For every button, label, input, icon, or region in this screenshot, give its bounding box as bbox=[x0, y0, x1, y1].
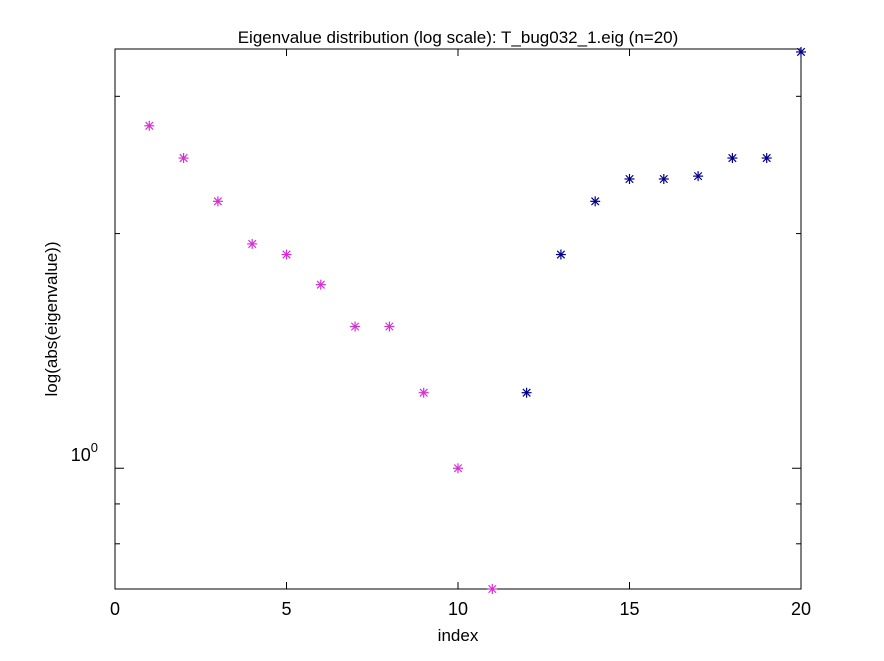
chart-title: Eigenvalue distribution (log scale): T_b… bbox=[238, 28, 679, 47]
y-axis-label: log(abs(eigenvalue)) bbox=[42, 242, 61, 397]
data-point bbox=[521, 387, 532, 398]
asterisk-stroke bbox=[796, 47, 806, 57]
data-point bbox=[693, 171, 704, 182]
asterisk-stroke bbox=[693, 171, 703, 181]
asterisk-stroke bbox=[659, 174, 668, 184]
y-tick-exponent: 0 bbox=[91, 440, 98, 455]
axis-ticks bbox=[114, 49, 802, 590]
asterisk-stroke bbox=[316, 280, 325, 289]
x-tick-label: 10 bbox=[448, 599, 468, 619]
x-axis-label: index bbox=[438, 626, 479, 645]
x-tick-label: 0 bbox=[110, 599, 120, 619]
x-tick-label: 20 bbox=[791, 599, 811, 619]
data-point bbox=[350, 321, 361, 332]
x-tick-labels: 0 5 10 15 20 bbox=[110, 599, 811, 619]
plot-area bbox=[114, 48, 802, 590]
data-point bbox=[658, 173, 669, 184]
asterisk-stroke bbox=[453, 464, 463, 473]
asterisk-stroke bbox=[522, 388, 531, 397]
asterisk-stroke bbox=[385, 322, 394, 331]
y-tick-base: 10 bbox=[71, 445, 91, 465]
asterisk-stroke bbox=[213, 197, 223, 206]
data-point bbox=[796, 46, 806, 57]
data-point bbox=[315, 279, 326, 290]
data-point bbox=[212, 196, 223, 207]
asterisk-stroke bbox=[556, 250, 566, 259]
data-point bbox=[590, 196, 601, 207]
asterisk-stroke bbox=[179, 153, 188, 163]
asterisk-stroke bbox=[282, 250, 291, 259]
data-point bbox=[418, 387, 429, 398]
data-point bbox=[281, 249, 292, 260]
asterisk-stroke bbox=[488, 584, 497, 594]
asterisk-stroke bbox=[762, 153, 771, 163]
y-tick-label-major: 100 bbox=[71, 440, 98, 465]
data-point bbox=[384, 321, 395, 332]
asterisk-stroke bbox=[591, 197, 600, 206]
asterisk-stroke bbox=[350, 322, 360, 331]
data-point bbox=[624, 173, 635, 184]
asterisk-stroke bbox=[248, 239, 257, 249]
asterisk-stroke bbox=[728, 153, 737, 163]
data-point bbox=[247, 238, 258, 249]
data-point bbox=[144, 120, 155, 131]
data-point bbox=[453, 463, 463, 474]
asterisk-stroke bbox=[625, 174, 634, 184]
data-point bbox=[727, 153, 738, 164]
x-tick-label: 5 bbox=[281, 599, 291, 619]
data-point bbox=[178, 153, 189, 164]
data-point bbox=[487, 584, 498, 594]
asterisk-stroke bbox=[145, 121, 154, 130]
data-points bbox=[144, 46, 806, 594]
data-point bbox=[761, 153, 772, 164]
x-tick-label: 15 bbox=[619, 599, 639, 619]
data-point bbox=[555, 249, 566, 260]
asterisk-stroke bbox=[419, 388, 428, 397]
